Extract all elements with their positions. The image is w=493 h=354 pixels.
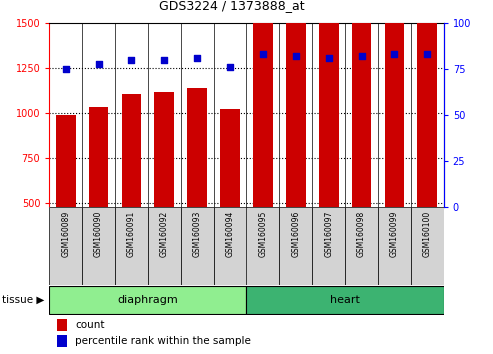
Text: GSM160096: GSM160096 <box>291 211 300 257</box>
Bar <box>57 335 67 347</box>
Bar <box>378 207 411 285</box>
Point <box>160 57 168 63</box>
Point <box>193 55 201 61</box>
Point <box>423 51 431 57</box>
Bar <box>181 207 213 285</box>
Bar <box>89 107 108 207</box>
Text: GSM160100: GSM160100 <box>423 211 432 257</box>
Text: GSM160098: GSM160098 <box>357 211 366 257</box>
Text: diaphragm: diaphragm <box>117 295 178 305</box>
Bar <box>319 10 339 207</box>
Bar <box>213 207 246 285</box>
Bar <box>49 207 82 285</box>
Bar <box>352 0 371 207</box>
Bar <box>411 207 444 285</box>
Bar <box>253 7 273 207</box>
Point <box>226 64 234 70</box>
Point <box>292 53 300 59</box>
Bar <box>82 207 115 285</box>
Point <box>62 66 70 72</box>
Text: tissue ▶: tissue ▶ <box>2 295 44 305</box>
Point <box>357 53 365 59</box>
Point <box>95 61 103 66</box>
Text: GSM160091: GSM160091 <box>127 211 136 257</box>
Point <box>259 51 267 57</box>
Bar <box>220 109 240 207</box>
Bar <box>246 286 444 314</box>
Point <box>325 55 333 61</box>
Text: heart: heart <box>330 295 360 305</box>
Text: GSM160089: GSM160089 <box>61 211 70 257</box>
Text: percentile rank within the sample: percentile rank within the sample <box>75 336 251 346</box>
Text: GSM160094: GSM160094 <box>226 211 235 257</box>
Bar <box>286 8 306 207</box>
Bar <box>385 0 404 207</box>
Bar <box>154 92 174 207</box>
Bar <box>345 207 378 285</box>
Bar <box>49 286 247 314</box>
Bar <box>418 0 437 207</box>
Text: GDS3224 / 1373888_at: GDS3224 / 1373888_at <box>159 0 305 12</box>
Text: GSM160095: GSM160095 <box>258 211 267 257</box>
Point <box>128 57 136 63</box>
Bar <box>148 207 181 285</box>
Bar <box>246 207 280 285</box>
Text: GSM160093: GSM160093 <box>193 211 202 257</box>
Point <box>390 51 398 57</box>
Bar <box>122 94 141 207</box>
Bar <box>57 319 67 331</box>
Bar <box>187 88 207 207</box>
Text: GSM160099: GSM160099 <box>390 211 399 257</box>
Text: GSM160097: GSM160097 <box>324 211 333 257</box>
Bar <box>56 115 75 207</box>
Text: count: count <box>75 320 105 330</box>
Bar <box>312 207 345 285</box>
Bar <box>115 207 148 285</box>
Bar <box>280 207 312 285</box>
Text: GSM160090: GSM160090 <box>94 211 103 257</box>
Text: GSM160092: GSM160092 <box>160 211 169 257</box>
